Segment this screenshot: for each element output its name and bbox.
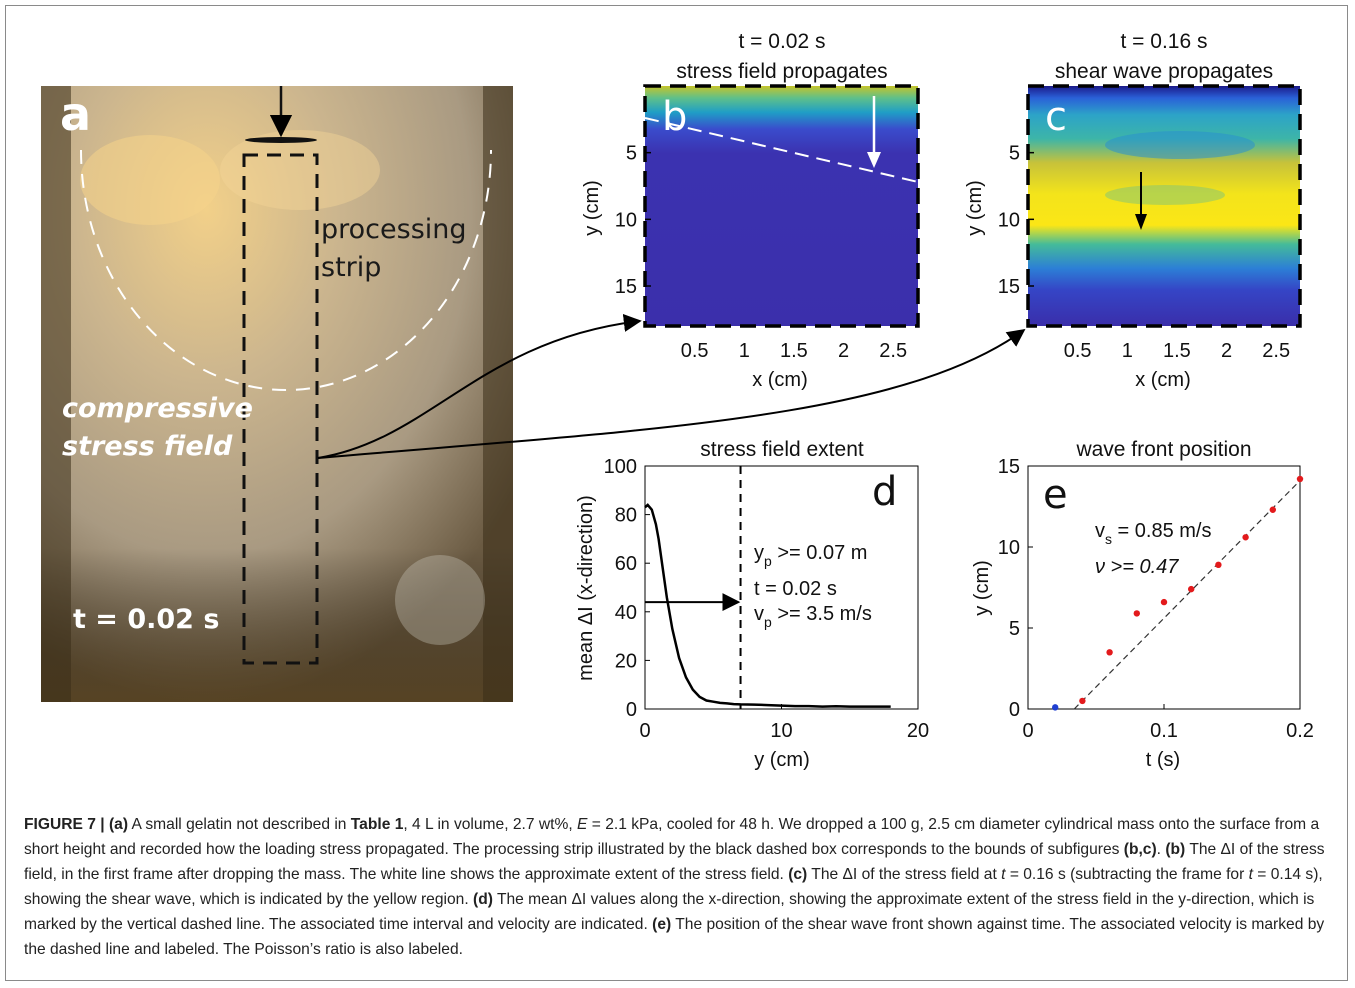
panel-c-title-line1: t = 0.16 s: [1121, 30, 1208, 53]
y-tick-label: 80: [615, 505, 637, 527]
panel-d-ylabel: mean ΔI (x-direction): [575, 495, 597, 681]
x-tick-label: 2: [838, 340, 849, 362]
caption-ref-a: (a): [109, 816, 128, 833]
panel-c-ylabel: y (cm): [964, 180, 986, 236]
panel-d-title: stress field extent: [700, 438, 864, 461]
x-tick-label: 2: [1221, 340, 1232, 362]
panel-c-title-line2: shear wave propagates: [1055, 60, 1273, 83]
panel-b-letter: b: [662, 94, 687, 140]
x-tick-label: 0: [639, 720, 650, 742]
y-tick-label: 10: [998, 537, 1020, 559]
x-tick-label: 2.5: [879, 340, 907, 362]
caption-ref-d: (d): [473, 891, 493, 908]
wave-front-point: [1106, 649, 1112, 655]
panel-b-title-line1: t = 0.02 s: [739, 30, 826, 53]
figure-graphic: a processing strip compressive stress fi…: [0, 0, 1355, 800]
panel-d-xlabel: y (cm): [754, 749, 810, 771]
wave-front-point: [1188, 586, 1194, 592]
wave-front-point: [1242, 534, 1248, 540]
mass-marker: [245, 137, 317, 143]
x-tick-label: 1: [1122, 340, 1133, 362]
panel-c-xlabel: x (cm): [1135, 369, 1191, 391]
wave-front-point: [1161, 599, 1167, 605]
y-tick-label: 15: [998, 276, 1020, 298]
caption-ref-e: (e): [652, 916, 671, 933]
x-tick-label: 0.1: [1150, 720, 1178, 742]
x-tick-label: 1.5: [1163, 340, 1191, 362]
y-tick-label: 15: [615, 276, 637, 298]
caption-text-a1: A small gelatin not described in: [128, 816, 351, 833]
panel-c-letter: c: [1045, 94, 1067, 140]
x-tick-label: 0.2: [1286, 720, 1314, 742]
panel-b-title-line2: stress field propagates: [676, 60, 887, 83]
wave-front-point: [1270, 507, 1276, 513]
x-tick-label: 10: [770, 720, 792, 742]
caption-ref-c: (c): [788, 866, 807, 883]
x-tick-label: 1.5: [780, 340, 808, 362]
caption-text-c2: = 0.16 s (subtracting the frame for: [1005, 866, 1248, 883]
panel-b-xlabel: x (cm): [752, 369, 808, 391]
wave-front-point: [1134, 610, 1140, 616]
panel-e-ylabel: y (cm): [971, 560, 993, 616]
caption-text-c1: The ΔI of the stress field at: [807, 866, 1001, 883]
x-tick-label: 0: [1022, 720, 1033, 742]
y-tick-label: 10: [998, 209, 1020, 231]
panel-e: wave front position 0 0.1 0.2 0 5 10 15 e vs =…: [971, 438, 1314, 771]
y-tick-label: 10: [615, 209, 637, 231]
wave-front-point: [1215, 562, 1221, 568]
panel-e-title: wave front position: [1075, 438, 1251, 461]
x-tick-label: 1: [739, 340, 750, 362]
y-tick-label: 20: [615, 650, 637, 672]
wave-front-point: [1297, 476, 1303, 482]
processing-label-line2: strip: [321, 252, 381, 283]
wave-front-point: [1052, 704, 1058, 710]
x-tick-label: 20: [907, 720, 929, 742]
panel-c-heatmap: [1028, 86, 1300, 326]
caption-e-symbol: E: [577, 816, 587, 833]
caption-text-a2: , 4 L in volume, 2.7 wt%,: [403, 816, 577, 833]
panel-d-letter: d: [872, 469, 897, 515]
y-tick-label: 100: [604, 456, 637, 478]
caption-figure-label: FIGURE 7 |: [24, 816, 109, 833]
panel-e-letter: e: [1043, 472, 1068, 518]
panel-d-ann-t: t = 0.02 s: [754, 578, 837, 600]
wave-front-point: [1079, 698, 1085, 704]
stress-label-line1: compressive: [62, 393, 253, 424]
y-tick-label: 5: [1009, 618, 1020, 640]
panel-a: a processing strip compressive stress fi…: [41, 86, 513, 702]
y-tick-label: 5: [1009, 143, 1020, 165]
y-tick-label: 60: [615, 553, 637, 575]
panel-e-plot-area: [1028, 466, 1300, 709]
panel-e-xlabel: t (s): [1146, 749, 1180, 771]
x-tick-label: 2.5: [1262, 340, 1290, 362]
y-tick-label: 40: [615, 602, 637, 624]
panel-a-letter: a: [60, 87, 91, 141]
stress-label-line2: stress field: [62, 431, 233, 462]
x-tick-label: 0.5: [1064, 340, 1092, 362]
y-tick-label: 15: [998, 456, 1020, 478]
panel-b-ylabel: y (cm): [581, 180, 603, 236]
caption-table-ref: Table 1: [351, 816, 404, 833]
x-tick-label: 0.5: [681, 340, 709, 362]
caption-ref-bc: (b,c): [1124, 841, 1157, 858]
y-tick-label: 5: [626, 143, 637, 165]
panel-a-time: t = 0.02 s: [73, 604, 219, 635]
caption-ref-b: (b): [1165, 841, 1185, 858]
processing-label-line1: processing: [321, 214, 467, 245]
panel-b: t = 0.02 s stress field propagates b 0.5…: [581, 30, 918, 391]
y-tick-label: 0: [626, 699, 637, 721]
figure-caption: FIGURE 7 | (a) A small gelatin not descr…: [24, 812, 1340, 962]
y-tick-label: 0: [1009, 699, 1020, 721]
panel-e-ann-nu: ν >= 0.47: [1095, 556, 1179, 578]
